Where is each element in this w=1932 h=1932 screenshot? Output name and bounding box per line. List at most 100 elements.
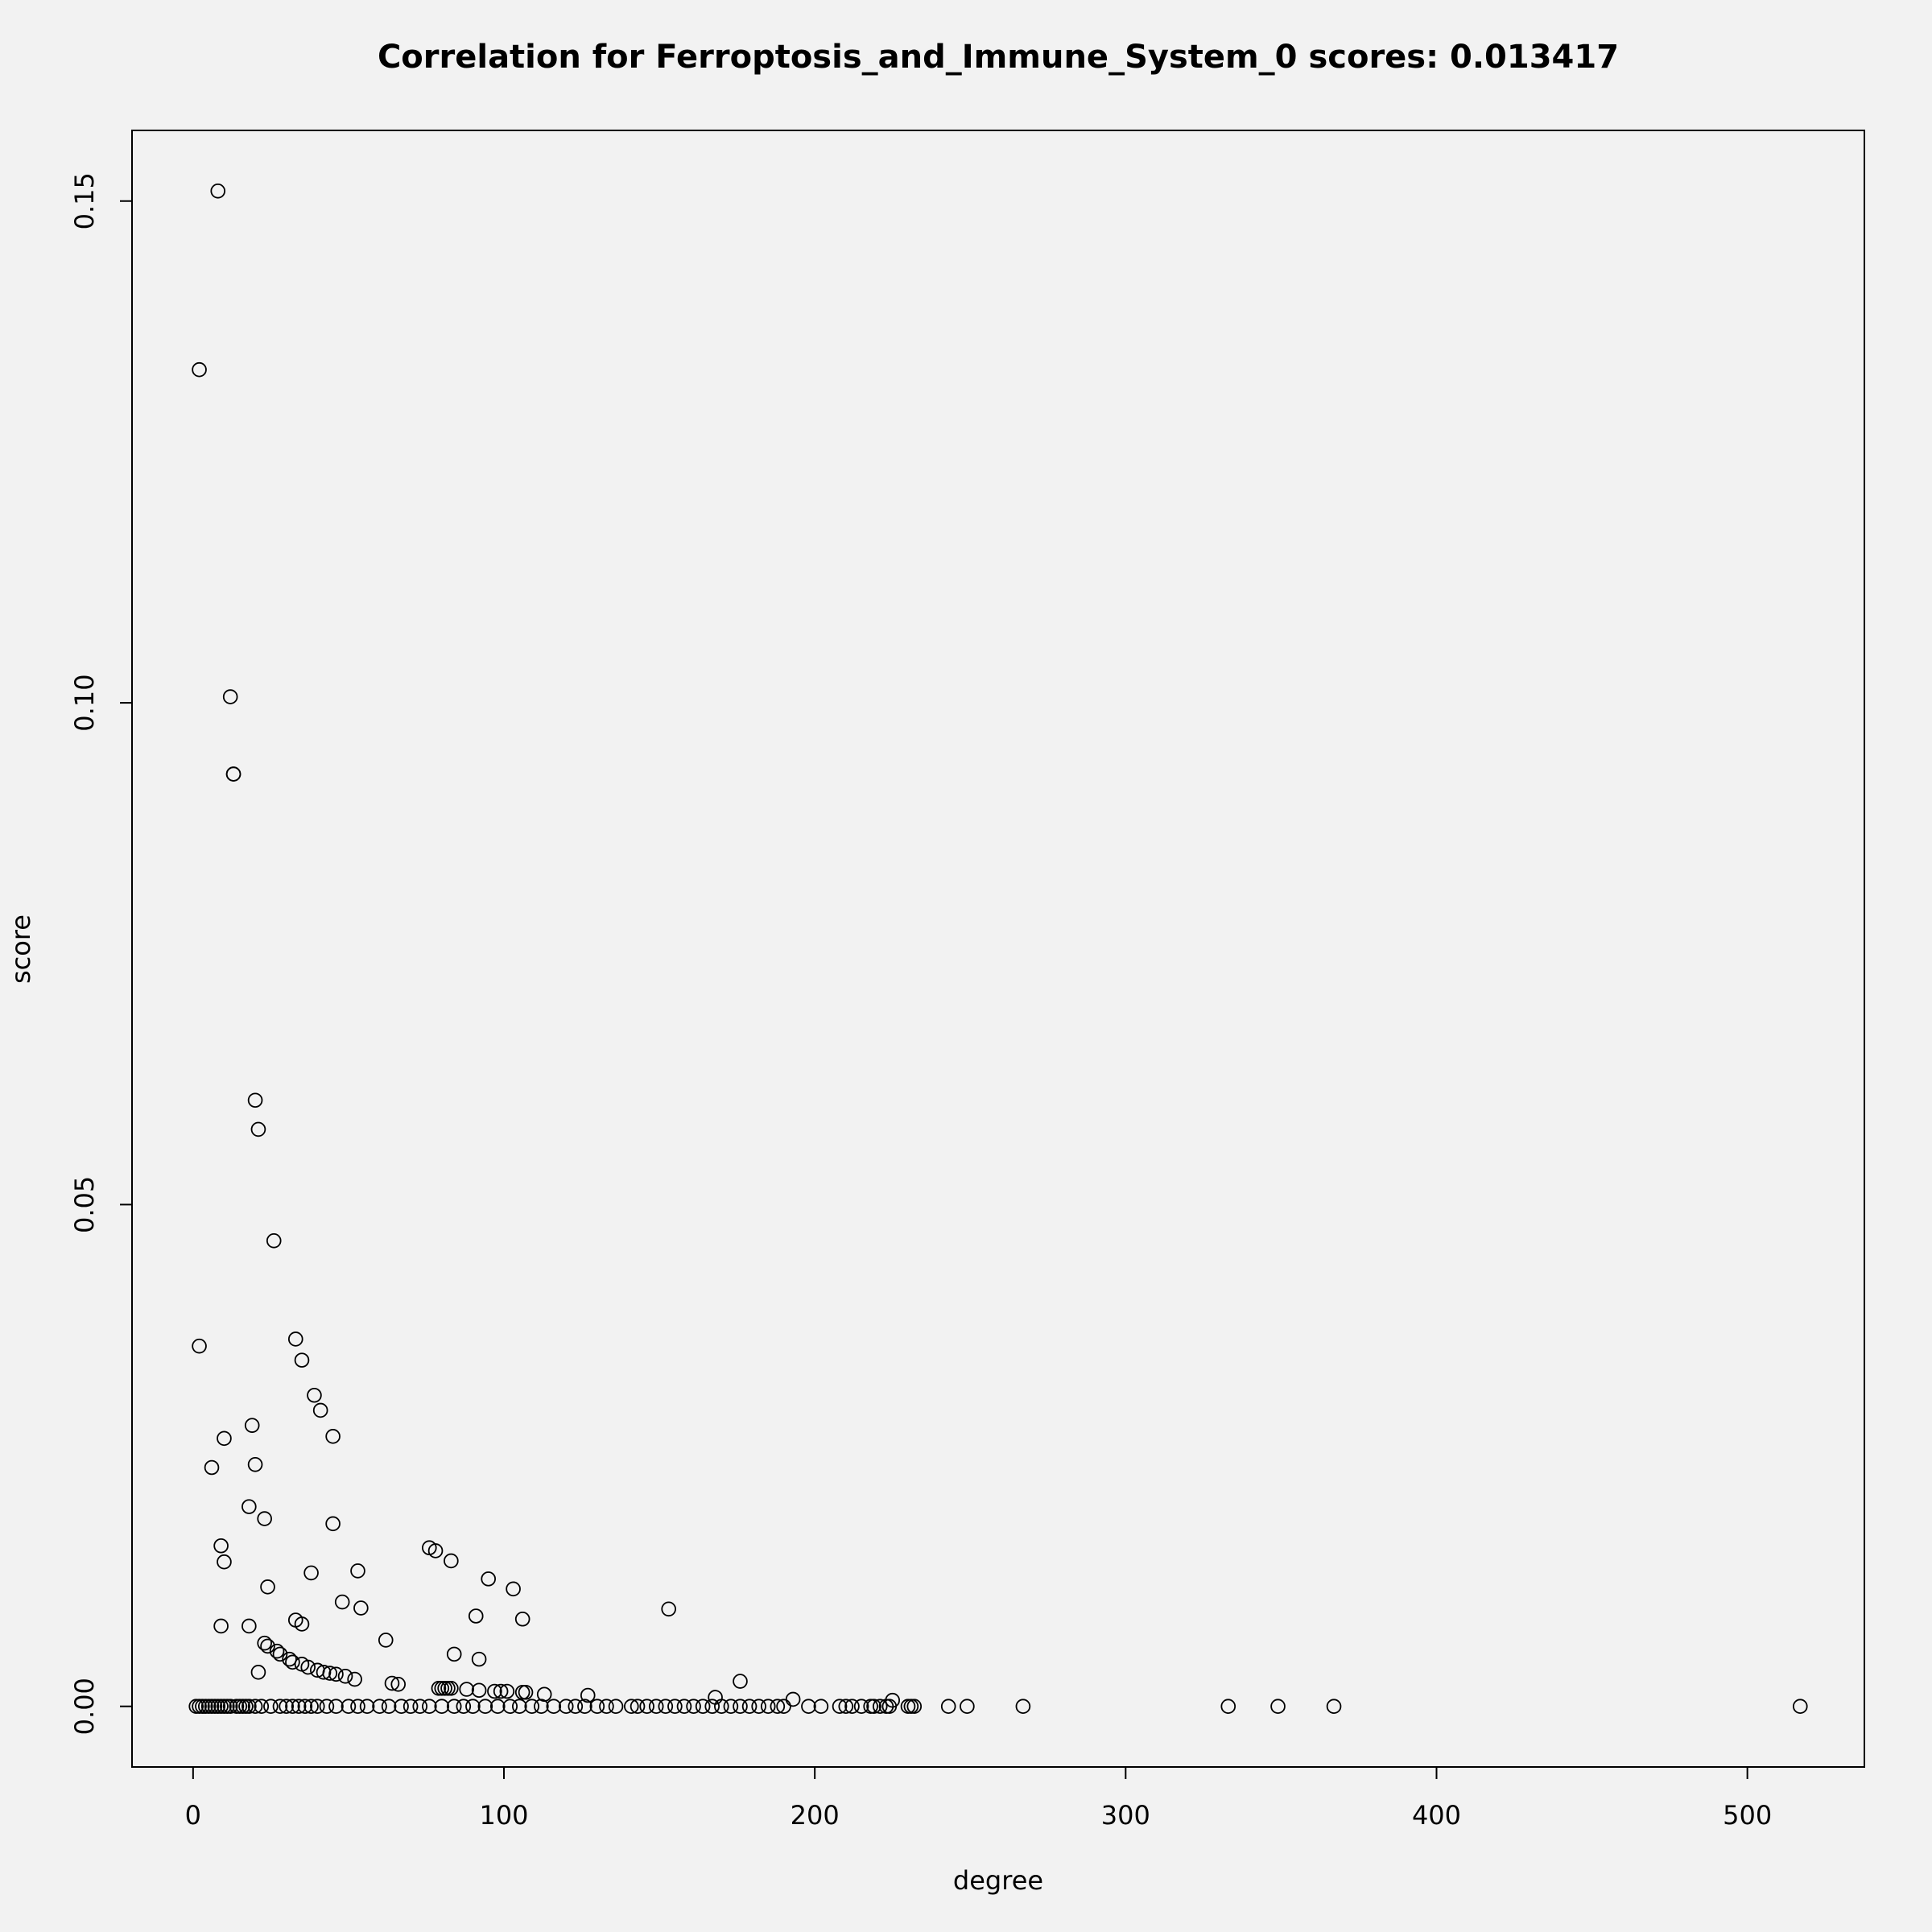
point <box>257 1511 272 1526</box>
point <box>489 1699 506 1715</box>
point <box>514 1611 530 1627</box>
point <box>350 1699 365 1715</box>
point <box>242 1699 257 1715</box>
point <box>624 1699 639 1715</box>
point <box>506 1581 521 1597</box>
chart-title: Correlation for Ferroptosis_and_Immune_S… <box>378 39 1619 76</box>
point <box>247 1699 263 1715</box>
point <box>422 1699 437 1715</box>
point <box>254 1699 270 1715</box>
point <box>297 1699 313 1715</box>
point <box>502 1699 518 1715</box>
point <box>353 1600 369 1616</box>
point <box>630 1699 646 1715</box>
point <box>287 1331 303 1347</box>
point <box>210 183 226 199</box>
point <box>291 1699 307 1715</box>
point <box>217 1554 232 1570</box>
point <box>658 1699 674 1715</box>
point <box>813 1699 829 1715</box>
point <box>222 1699 238 1715</box>
point <box>589 1699 605 1715</box>
point <box>468 1608 484 1624</box>
point <box>322 1666 338 1681</box>
point <box>337 1669 353 1684</box>
point <box>695 1699 711 1715</box>
point <box>524 1699 540 1715</box>
point <box>204 1459 220 1476</box>
point <box>568 1699 584 1715</box>
point <box>242 1499 257 1514</box>
point <box>294 1352 310 1368</box>
point <box>390 1676 407 1692</box>
point <box>733 1699 748 1715</box>
point <box>872 1699 888 1715</box>
point <box>402 1699 419 1715</box>
point <box>213 1538 229 1554</box>
point <box>263 1699 279 1715</box>
point <box>838 1699 854 1715</box>
point <box>294 1616 310 1632</box>
point <box>260 1638 275 1654</box>
point <box>192 361 207 378</box>
point <box>285 1654 300 1670</box>
point <box>465 1699 481 1715</box>
point <box>577 1699 592 1715</box>
point <box>325 1429 341 1444</box>
point <box>247 1092 263 1108</box>
point <box>444 1680 459 1696</box>
point <box>481 1571 496 1587</box>
point <box>801 1699 816 1715</box>
point <box>310 1699 325 1715</box>
point <box>381 1699 397 1715</box>
point <box>776 1699 791 1715</box>
point <box>661 1601 676 1617</box>
point <box>250 1121 266 1137</box>
x-tick-label: 0 <box>185 1800 201 1831</box>
point <box>940 1699 956 1715</box>
point <box>960 1699 975 1715</box>
point <box>599 1699 614 1715</box>
point <box>751 1699 766 1715</box>
point <box>350 1563 365 1579</box>
point <box>394 1699 409 1715</box>
x-tick-label: 200 <box>791 1800 840 1831</box>
point <box>359 1699 375 1715</box>
point <box>1792 1699 1808 1715</box>
point <box>686 1699 701 1715</box>
point <box>1326 1699 1342 1715</box>
point <box>384 1675 400 1691</box>
point <box>303 1565 319 1581</box>
point <box>334 1594 350 1610</box>
point <box>250 1665 266 1680</box>
x-tick-label: 400 <box>1412 1800 1461 1831</box>
point <box>714 1699 729 1715</box>
point <box>866 1699 881 1715</box>
point <box>493 1683 509 1699</box>
point <box>853 1699 869 1715</box>
y-tick-label: 0.00 <box>69 1678 100 1735</box>
point <box>459 1682 474 1697</box>
point <box>1270 1699 1286 1715</box>
point <box>667 1699 683 1715</box>
point <box>446 1699 462 1715</box>
point <box>639 1699 654 1715</box>
point <box>222 689 238 704</box>
point <box>272 1699 288 1715</box>
point <box>444 1553 459 1569</box>
point <box>477 1699 493 1715</box>
point <box>704 1699 720 1715</box>
point <box>608 1699 624 1715</box>
point <box>225 766 242 782</box>
point <box>487 1683 502 1699</box>
x-axis-label: degree <box>953 1865 1043 1896</box>
point <box>192 1338 207 1354</box>
point <box>427 1543 444 1558</box>
point <box>242 1618 257 1634</box>
point <box>312 1402 328 1418</box>
point <box>741 1699 758 1715</box>
point <box>300 1659 316 1675</box>
point <box>881 1699 898 1715</box>
